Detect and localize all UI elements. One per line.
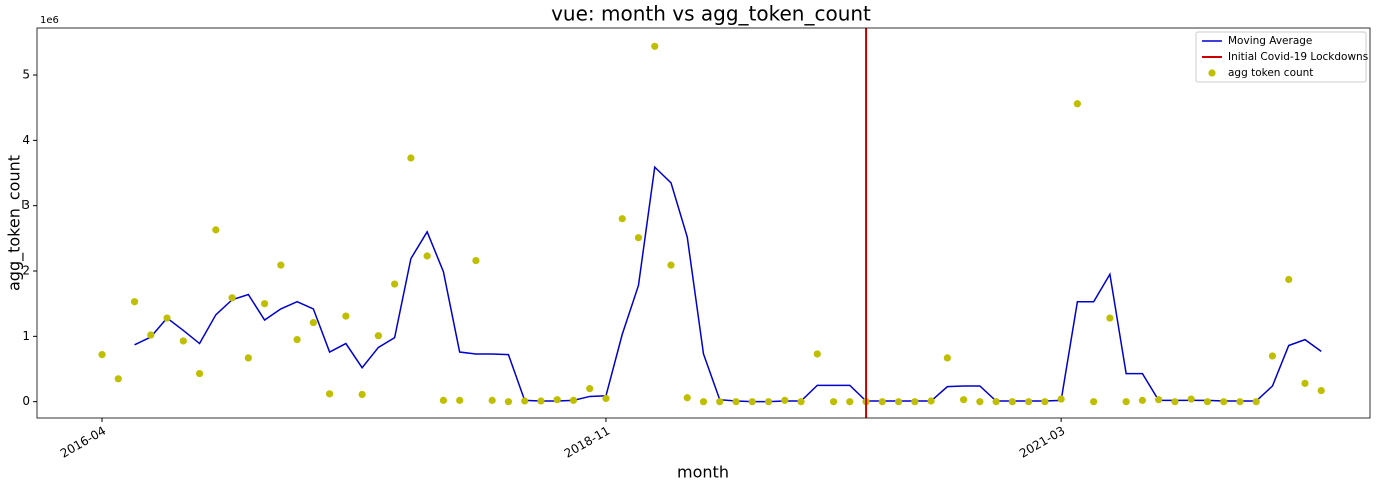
scatter-point: [602, 394, 610, 403]
scatter-point: [1008, 398, 1016, 406]
scatter-point: [326, 390, 334, 398]
x-tick-label: 2016-04: [58, 424, 108, 461]
scatter-point: [1317, 386, 1325, 395]
scatter-point: [651, 42, 659, 50]
scatter-point: [1268, 352, 1277, 360]
legend: Moving Average Initial Covid-19 Lockdowns…: [1195, 31, 1368, 83]
y-axis-label: agg_token_count: [5, 155, 25, 291]
scatter-point: [1041, 398, 1049, 406]
scatter-point: [959, 396, 968, 404]
scatter-point: [423, 252, 431, 260]
legend-box: [1195, 31, 1367, 83]
scatter-point: [683, 394, 691, 402]
y-tick-label: 0: [22, 394, 30, 408]
scatter-point: [1285, 275, 1293, 284]
scatter-point: [699, 398, 708, 406]
scatter-point: [894, 398, 903, 406]
scatter-point: [439, 396, 448, 404]
scatter-point: [927, 397, 935, 405]
y-tick-label: 2: [22, 264, 30, 278]
scatter-point: [667, 261, 675, 269]
scatter-point: [212, 226, 220, 234]
scatter-point: [569, 396, 578, 404]
scatter-point: [992, 398, 1000, 406]
legend-marker: [1208, 69, 1216, 77]
scatter-point: [147, 331, 155, 339]
scatter-point: [228, 294, 236, 302]
chart-title: vue: month vs agg_token_count: [551, 2, 871, 26]
scatter-point: [1025, 398, 1033, 406]
scatter-point: [813, 350, 821, 358]
scatter-point: [1073, 100, 1081, 108]
scatter-point: [244, 354, 252, 362]
scatter-point: [1236, 398, 1244, 406]
scatter-point: [1090, 398, 1098, 406]
scatter-point: [472, 256, 480, 265]
legend-label: Initial Covid-19 Lockdowns: [1228, 51, 1368, 63]
x-axis-label: month: [677, 463, 729, 482]
scatter-point: [358, 390, 366, 399]
scatter-point: [488, 396, 496, 404]
scatter-point: [748, 398, 756, 406]
scatter-point: [391, 280, 399, 288]
scatter-point: [98, 351, 106, 359]
scatter-point: [634, 234, 643, 242]
scatter-point: [163, 314, 171, 322]
scatter-point: [781, 396, 789, 404]
scatter-point: [309, 319, 317, 327]
y-tick-label: 3: [22, 198, 30, 212]
x-tick-label: 2021-03: [1017, 424, 1067, 461]
scatter-point: [586, 385, 594, 393]
scatter-point: [732, 398, 740, 406]
scatter-point: [1301, 379, 1309, 387]
scatter-point: [342, 312, 350, 320]
scatter-point: [374, 332, 382, 340]
scatter-point: [716, 398, 724, 406]
scatter-point: [504, 398, 513, 406]
scatter-point: [456, 396, 464, 404]
legend-label: agg token count: [1228, 67, 1313, 79]
legend-label: Moving Average: [1228, 35, 1312, 47]
scatter-point: [1106, 314, 1114, 322]
scatter-point: [130, 298, 139, 306]
scatter-point: [407, 154, 415, 162]
scatter-point: [846, 398, 854, 406]
scatter-point: [277, 261, 285, 269]
plot-frame: [36, 27, 1371, 419]
scatter-point: [260, 300, 269, 308]
scatter-point: [293, 336, 301, 344]
scatter-point: [943, 354, 951, 362]
scatter-point: [829, 398, 838, 406]
scatter-point: [976, 398, 984, 406]
scatter-point: [1187, 395, 1195, 403]
scatter-point: [179, 337, 187, 345]
y-tick-label: 1: [22, 329, 30, 343]
scatter-point: [911, 398, 919, 406]
scatter-point: [114, 375, 122, 383]
scatter-point: [618, 215, 626, 223]
y-offset-label: 1e6: [40, 15, 59, 26]
scatter-point: [521, 397, 529, 405]
scatter-point: [1122, 398, 1130, 406]
scatter-point: [764, 398, 773, 406]
scatter-point: [797, 398, 805, 406]
scatter-point: [1171, 398, 1179, 406]
scatter-point: [1057, 395, 1065, 403]
scatter-point: [553, 396, 561, 404]
scatter-point: [1155, 396, 1163, 404]
scatter-point: [195, 369, 204, 378]
scatter-point: [1220, 398, 1228, 406]
scatter-point: [1138, 396, 1147, 404]
y-tick-label: 4: [22, 133, 30, 147]
scatter-point: [878, 398, 886, 406]
x-tick-label: 2018-11: [562, 424, 612, 461]
scatter-point: [1252, 398, 1260, 406]
line-series: [134, 165, 1322, 403]
scatter-point: [1203, 398, 1212, 406]
scatter-point: [537, 397, 545, 405]
y-tick-label: 5: [22, 68, 30, 82]
